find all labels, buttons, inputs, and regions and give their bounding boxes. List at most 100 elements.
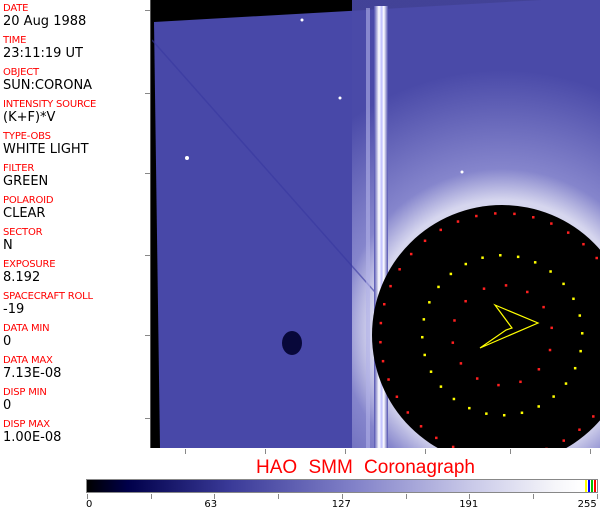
marker-dot — [468, 406, 471, 410]
axis-tick — [145, 418, 150, 419]
axis-tick — [185, 449, 186, 454]
marker-dot — [439, 228, 443, 232]
marker-dot — [398, 268, 401, 271]
colorbar-marker — [588, 480, 590, 492]
axis-tick — [345, 449, 346, 454]
marker-dot — [423, 239, 427, 243]
field-value: SUN:CORONA — [3, 78, 93, 93]
marker-dot — [502, 413, 506, 417]
field-disp-min: DISP MIN 0 — [3, 387, 47, 413]
marker-dot — [549, 270, 552, 273]
marker-dot — [562, 439, 565, 442]
axis-tick — [425, 449, 426, 454]
field-label: DISP MIN — [3, 387, 47, 398]
colorbar — [86, 479, 598, 493]
field-object: OBJECT SUN:CORONA — [3, 67, 92, 93]
marker-dot — [520, 411, 524, 415]
marker-dot — [497, 383, 500, 387]
field-value: GREEN — [3, 174, 49, 189]
axis-tick — [510, 449, 511, 454]
marker-dot — [481, 256, 484, 259]
colorbar-tick — [87, 494, 88, 499]
field-value: 1.00E-08 — [3, 430, 62, 445]
marker-dot — [421, 335, 424, 339]
field-label: DATA MIN — [3, 323, 50, 334]
marker-dot — [409, 252, 413, 256]
marker-dot — [552, 395, 555, 398]
marker-dot — [579, 349, 582, 353]
colorbar-tick — [150, 494, 152, 499]
marker-dot — [439, 385, 443, 388]
marker-dot — [550, 326, 553, 330]
marker-dot — [422, 318, 426, 321]
marker-dot — [379, 321, 383, 325]
marker-dot — [387, 378, 390, 381]
field-label: TYPE-OBS — [3, 131, 51, 142]
marker-dot — [542, 305, 545, 309]
marker-dot — [504, 284, 508, 287]
colorbar-marker — [585, 480, 587, 492]
field-exposure: EXPOSURE 8.192 — [3, 259, 56, 285]
marker-dot — [572, 297, 575, 301]
marker-dot — [435, 436, 438, 440]
field-data-min: DATA MIN 0 — [3, 323, 50, 349]
field-value: 23:11:19 UT — [3, 46, 83, 61]
marker-dot — [464, 262, 468, 266]
marker-dot — [533, 261, 537, 264]
marker-dot — [580, 332, 584, 335]
colorbar-tick — [596, 494, 598, 499]
axis-tick — [145, 255, 150, 256]
marker-dot — [537, 368, 541, 371]
marker-dot — [537, 405, 540, 408]
field-value: WHITE LIGHT — [3, 142, 89, 157]
field-label: TIME — [3, 35, 27, 46]
field-label: SPACECRAFT ROLL — [3, 291, 93, 302]
field-date: DATE 20 Aug 1988 — [3, 3, 86, 29]
field-value: -19 — [3, 302, 25, 317]
marker-dot — [428, 301, 431, 304]
marker-dot — [452, 397, 456, 401]
axis-tick — [145, 93, 150, 94]
marker-dot — [406, 411, 410, 414]
marker-dot — [383, 302, 386, 306]
marker-dot — [526, 290, 529, 294]
marker-dot — [562, 282, 565, 286]
marker-dot — [519, 380, 522, 384]
field-intensity-source: INTENSITY SOURCE (K+F)*V — [3, 99, 96, 125]
marker-dot — [485, 412, 488, 415]
marker-dot — [423, 353, 426, 357]
field-value: 0 — [3, 334, 12, 349]
field-spacecraft-roll: SPACECRAFT ROLL -19 — [3, 291, 93, 317]
header-info-panel — [0, 0, 151, 448]
field-type-obs: TYPE-OBS WHITE LIGHT — [3, 131, 89, 157]
field-filter: FILTER GREEN — [3, 163, 48, 189]
marker-dot — [379, 340, 382, 344]
marker-dot — [566, 231, 570, 234]
field-label: OBJECT — [3, 67, 39, 78]
marker-dot — [451, 341, 455, 344]
marker-dot — [449, 272, 453, 276]
marker-dot — [453, 319, 456, 322]
axis-tick — [145, 173, 150, 174]
marker-dot — [516, 255, 520, 259]
marker-dot — [464, 299, 467, 303]
marker-dot — [578, 428, 581, 431]
field-label: FILTER — [3, 163, 35, 174]
field-value: 0 — [3, 398, 12, 413]
marker-dot — [456, 220, 460, 223]
marker-dot — [582, 242, 585, 246]
field-value: 7.13E-08 — [3, 366, 62, 381]
marker-dot — [395, 395, 399, 398]
colorbar-tick — [532, 494, 534, 499]
marker-dot — [419, 425, 423, 428]
field-time: TIME 23:11:19 UT — [3, 35, 83, 61]
colorbar-label: 127 — [331, 499, 351, 510]
colorbar-label: 63 — [204, 499, 218, 510]
marker-dot — [564, 382, 568, 385]
marker-dot — [389, 284, 392, 288]
marker-dot — [475, 377, 479, 380]
colorbar-tick — [214, 494, 216, 499]
colorbar-marker — [594, 480, 596, 492]
marker-dot — [482, 287, 486, 290]
field-value: (K+F)*V — [3, 110, 56, 125]
